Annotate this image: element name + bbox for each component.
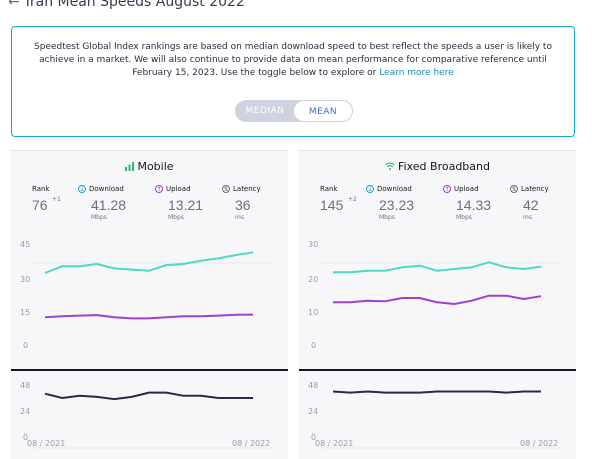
download-label-text: Download [89, 185, 124, 193]
latency-unit: ms [523, 214, 532, 221]
y-tick-label: 0 [311, 433, 316, 442]
mobile-latency-series [44, 391, 253, 401]
y-tick-label: 20 [308, 275, 318, 284]
y-tick-label: 24 [308, 407, 318, 416]
info-notice: Speedtest Global Index rankings are base… [11, 26, 575, 137]
y-tick-label: 45 [20, 240, 30, 249]
upload-line [333, 294, 542, 305]
upload-unit: Mbps [456, 214, 472, 221]
latency-icon: ⇅ [510, 185, 518, 193]
upload-unit: Mbps [168, 214, 184, 221]
y-tick-label: 30 [20, 275, 30, 284]
download-label: ↓ Download [366, 185, 426, 193]
latency-icon: ⇅ [222, 185, 230, 193]
page-header: ← Iran Mean Speeds August 2022 [8, 0, 245, 10]
toggle-median[interactable]: MEDIAN [245, 106, 285, 116]
wifi-icon [385, 162, 395, 170]
upload-label: ↑ Upload [443, 185, 503, 193]
fixed-panel: Fixed Broadband Rank 145 +2 ↓ Download 23… [299, 150, 576, 459]
mobile-title-text: Mobile [137, 160, 174, 173]
latency-line [44, 391, 253, 401]
x-start-label: 08 / 2021 [27, 439, 65, 448]
mobile-gridlines [34, 262, 273, 449]
latency-value: 36 [235, 197, 251, 213]
fixed-title-text: Fixed Broadband [398, 160, 490, 173]
chart-divider [11, 369, 288, 371]
download-value: 41.28 [91, 197, 127, 213]
fixed-upload-stat: ↑ Upload 14.33 Mbps [443, 185, 503, 221]
mobile-latency-stat: ⇅ Latency 36 ms [222, 185, 282, 221]
median-mean-toggle[interactable]: MEDIAN MEAN [235, 100, 353, 122]
y-tick-label: 0 [23, 433, 28, 442]
download-unit: Mbps [379, 214, 395, 221]
rank-value: 76 [32, 197, 48, 213]
download-icon: ↓ [78, 185, 86, 193]
fixed-latency-series [332, 390, 541, 394]
fixed-speed-chart: 30 20 10 0 48 24 0 08 / 2021 08 / 2022 [308, 240, 561, 449]
mobile-speed-series [44, 251, 254, 320]
download-label: ↓ Download [78, 185, 138, 193]
rank-change: +2 [348, 196, 357, 203]
notice-text: Speedtest Global Index rankings are base… [26, 41, 560, 80]
rank-change: +1 [52, 196, 61, 203]
upload-line [44, 313, 254, 320]
x-end-label: 08 / 2022 [520, 439, 558, 448]
y-tick-label: 48 [308, 381, 318, 390]
fixed-panel-title: Fixed Broadband [299, 160, 576, 173]
upload-icon: ↑ [443, 185, 451, 193]
mobile-speed-chart: 45 30 15 0 48 24 0 08 / 2021 08 / 2022 [20, 240, 273, 449]
y-tick-label: 24 [20, 407, 30, 416]
y-tick-label: 0 [311, 341, 316, 350]
y-tick-label: 48 [20, 381, 30, 390]
rank-label: Rank [32, 185, 50, 193]
y-tick-label: 10 [308, 308, 318, 317]
rank-value: 145 [320, 197, 344, 213]
y-tick-label: 15 [20, 308, 30, 317]
signal-bars-icon [125, 162, 135, 171]
mobile-upload-stat: ↑ Upload 13.21 Mbps [155, 185, 215, 221]
latency-label: ⇅ Latency [222, 185, 282, 193]
y-tick-label: 30 [308, 240, 318, 249]
upload-label-text: Upload [166, 185, 191, 193]
upload-label-text: Upload [454, 185, 479, 193]
mobile-panel-title: Mobile [11, 160, 288, 173]
learn-more-link[interactable]: Learn more here [379, 68, 454, 78]
notice-body: Speedtest Global Index rankings are base… [34, 42, 552, 78]
upload-value: 13.21 [168, 197, 204, 213]
fixed-download-stat: ↓ Download 23.23 Mbps [366, 185, 426, 221]
latency-label-text: Latency [521, 185, 549, 193]
download-label-text: Download [377, 185, 412, 193]
fixed-speed-series [333, 261, 542, 305]
arrow-left-icon[interactable]: ← [8, 0, 20, 10]
x-end-label: 08 / 2022 [232, 439, 270, 448]
fixed-gridlines [322, 262, 561, 449]
chart-divider [299, 369, 576, 371]
fixed-latency-stat: ⇅ Latency 42 ms [510, 185, 570, 221]
latency-label: ⇅ Latency [510, 185, 570, 193]
x-start-label: 08 / 2021 [315, 439, 353, 448]
download-value: 23.23 [379, 197, 415, 213]
latency-line [332, 390, 541, 394]
mobile-rank-stat: Rank 76 +1 [32, 185, 92, 213]
download-unit: Mbps [91, 214, 107, 221]
fixed-rank-stat: Rank 145 +2 [320, 185, 380, 213]
toggle-mean[interactable]: MEAN [293, 100, 353, 122]
y-tick-label: 0 [23, 341, 28, 350]
download-line [44, 251, 254, 274]
upload-label: ↑ Upload [155, 185, 215, 193]
download-icon: ↓ [366, 185, 374, 193]
page-title: Iran Mean Speeds August 2022 [25, 0, 245, 10]
latency-value: 42 [523, 197, 539, 213]
upload-icon: ↑ [155, 185, 163, 193]
upload-value: 14.33 [456, 197, 492, 213]
latency-label-text: Latency [233, 185, 261, 193]
mobile-download-stat: ↓ Download 41.28 Mbps [78, 185, 138, 221]
download-line [333, 261, 542, 274]
mobile-panel: Mobile Rank 76 +1 ↓ Download 41.28 Mbps ↑… [11, 150, 288, 459]
latency-unit: ms [235, 214, 244, 221]
rank-label: Rank [320, 185, 338, 193]
